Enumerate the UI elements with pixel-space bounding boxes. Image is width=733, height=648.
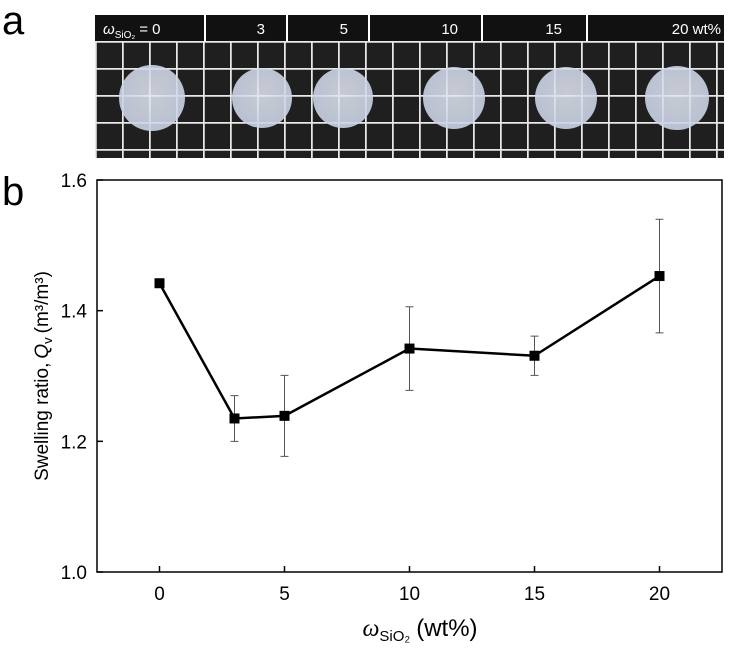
y-tick-label: 1.4	[61, 302, 88, 323]
symbol: Q	[32, 344, 53, 359]
symbol: ω	[103, 21, 115, 38]
y-tick-label: 1.0	[61, 563, 87, 584]
marker	[654, 271, 665, 282]
subscript: SiO₂	[379, 628, 410, 645]
header-label: 3	[257, 21, 265, 38]
label-text: Swelling ratio,	[32, 363, 53, 481]
marker	[154, 278, 165, 289]
plot: 1.0 1.2 1.4 1.6 0 5 10 15 20	[61, 171, 723, 605]
unit: (wt%)	[416, 615, 477, 642]
header-label: 20 wt%	[672, 21, 721, 38]
header-value: = 0	[139, 21, 160, 38]
header-label: 15	[545, 21, 562, 38]
photo	[95, 41, 724, 158]
y-tick-label: 1.2	[61, 432, 87, 453]
header-label: 5	[340, 21, 348, 38]
marker	[529, 350, 540, 361]
subscript: v	[40, 337, 55, 344]
x-tick-label: 15	[524, 584, 545, 605]
y-axis-label: Swelling ratio, Qv (m³/m³)	[32, 271, 55, 481]
panel-label: b	[2, 170, 24, 214]
photo-header: ωSiO₂ = 0 3 5 10 15 20 wt%	[95, 15, 724, 41]
marker	[404, 343, 415, 354]
header-label: ωSiO₂ = 0	[103, 21, 161, 41]
marker	[229, 413, 240, 424]
panel-label: a	[2, 0, 25, 43]
y-tick-label: 1.6	[61, 171, 87, 192]
x-tick-label: 10	[399, 584, 420, 605]
x-tick-label: 0	[154, 584, 165, 605]
unit: (m³/m³)	[32, 271, 53, 333]
subscript: SiO₂	[115, 30, 136, 41]
marker	[279, 410, 290, 421]
x-tick-label: 5	[279, 584, 290, 605]
symbol: ω	[362, 616, 379, 642]
header-label: 10	[441, 21, 458, 38]
data-line	[158, 274, 661, 420]
x-tick-label: 20	[649, 584, 670, 605]
x-axis-label: ωSiO₂ (wt%)	[362, 615, 477, 645]
